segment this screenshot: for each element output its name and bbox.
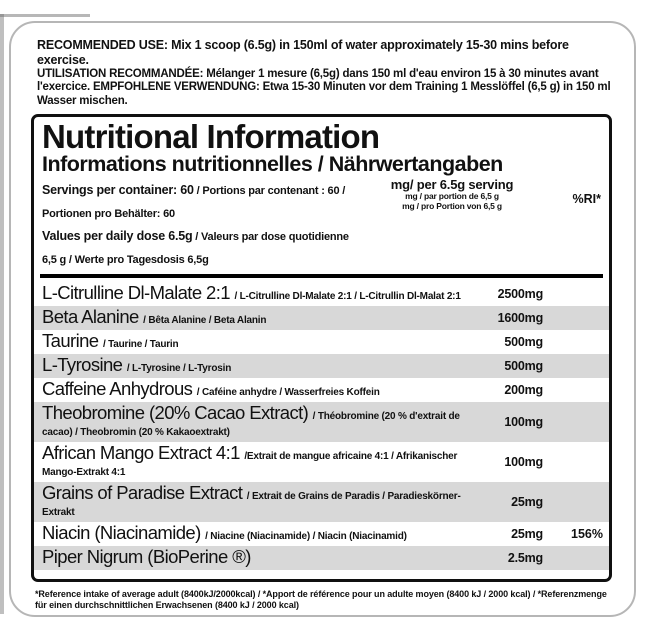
amount-value: 25mg <box>511 494 543 509</box>
ingredient-translations: / Théobromine (20 % d'extrait de cacao) … <box>42 410 460 438</box>
amount-value: 200mg <box>504 382 543 397</box>
amount-value: 2500mg <box>497 286 544 301</box>
recommended-use-fr-de: UTILISATION RECOMMANDÉE: Mélanger 1 mesu… <box>37 67 611 107</box>
recommended-use-en: RECOMMENDED USE: Mix 1 scoop (6.5g) in 1… <box>37 38 569 67</box>
ingredient-name: Piper Nigrum (BioPerine ®) <box>42 545 251 567</box>
ingredient-row: L-Citrulline Dl-Malate 2:1 / L-Citrullin… <box>34 282 609 306</box>
photo-edge-left <box>0 14 4 614</box>
ingredient-table: L-Citrulline Dl-Malate 2:1 / L-Citrullin… <box>34 282 609 570</box>
ingredient-row: Caffeine Anhydrous / Caféine anhydre / W… <box>34 378 609 402</box>
ingredient-row: Theobromine (20% Cacao Extract) / Théobr… <box>34 401 609 442</box>
ingredient-translations: / Niacine (Niacinamide) / Niacin (Niacin… <box>205 530 407 542</box>
amount-column-header: mg/ per 6.5g serving mg / par portion de… <box>363 176 541 212</box>
panel-header: Servings per container: 60 / Portions pa… <box>42 176 603 271</box>
ingredient-name: L-Tyrosine <box>42 353 123 375</box>
amount-value: 2.5mg <box>507 550 543 565</box>
ingredient-row: Taurine / Taurine / Taurin 500mg <box>34 330 609 354</box>
amount-value: 1600mg <box>497 310 544 325</box>
panel-title-fr-de: Informations nutritionnelles / Nährwerta… <box>42 152 503 177</box>
amount-value: 500mg <box>504 334 543 349</box>
ingredient-name: Beta Alanine <box>42 305 139 327</box>
reference-intake-footnote: *Reference intake of average adult (8400… <box>35 588 607 610</box>
header-divider <box>40 273 603 278</box>
values-en: Values per daily dose 6.5g <box>42 229 193 244</box>
ingredient-name: Taurine <box>42 329 99 351</box>
amount-value: 100mg <box>504 414 543 429</box>
recommended-use-block: RECOMMENDED USE: Mix 1 scoop (6.5g) in 1… <box>37 38 612 108</box>
ingredient-name: Theobromine (20% Cacao Extract) <box>42 401 309 423</box>
ingredient-translations: / Caféine anhydre / Wasserfreies Koffein <box>196 386 380 398</box>
serving-info: Servings per container: 60 / Portions pa… <box>42 178 363 271</box>
servings-fr-de: / Portions par contenant : 60 / Portione… <box>42 184 346 220</box>
ingredient-row: Piper Nigrum (BioPerine ®) 2.5mg <box>34 545 609 570</box>
ri-value: 156% <box>571 526 603 541</box>
ingredient-translations: / Taurine / Taurin <box>102 338 179 350</box>
ri-column-header: %RI* <box>572 191 601 206</box>
ingredient-name: Niacin (Niacinamide) <box>42 521 201 543</box>
ingredient-translations: / L-Citrulline Dl-Malate 2:1 / L-Citrull… <box>234 290 461 302</box>
ingredient-translations: / Bêta Alanine / Beta Alanin <box>143 314 267 326</box>
ingredient-translations: / L-Tyrosine / L-Tyrosin <box>126 362 232 374</box>
panel-title-en: Nutritional Information <box>42 118 380 156</box>
amount-value: 100mg <box>504 454 543 469</box>
ingredient-row: African Mango Extract 4:1 /Extrait de ma… <box>34 442 609 482</box>
amount-value: 25mg <box>511 526 543 541</box>
amount-header-en: mg/ per 6.5g serving <box>390 176 514 192</box>
ingredient-name: L-Citrulline Dl-Malate 2:1 <box>42 281 231 303</box>
photo-edge-top <box>0 14 90 17</box>
ingredient-row: Grains of Paradise Extract / Extrait de … <box>34 481 609 522</box>
servings-en: Servings per container: 60 <box>42 182 194 197</box>
values-per-dose: Values per daily dose 6.5g / Valeurs par… <box>42 224 363 270</box>
ingredient-translations: / Extrait de Grains de Paradis / Paradie… <box>42 490 461 518</box>
amount-value: 500mg <box>504 358 543 373</box>
ingredient-name: Caffeine Anhydrous <box>42 377 193 399</box>
ingredient-row: L-Tyrosine / L-Tyrosine / L-Tyrosin 500m… <box>34 353 609 378</box>
servings-per-container: Servings per container: 60 / Portions pa… <box>42 178 363 224</box>
ingredient-name: African Mango Extract 4:1 <box>42 441 240 463</box>
ingredient-row: Beta Alanine / Bêta Alanine / Beta Alani… <box>34 305 609 330</box>
ingredient-row: Niacin (Niacinamide) / Niacine (Niacinam… <box>34 522 609 546</box>
values-fr-de: / Valeurs par dose quotidienne 6,5 g / W… <box>42 231 349 267</box>
ingredient-translations: /Extrait de mangue africaine 4:1 / Afrik… <box>42 450 458 478</box>
amount-header-de: mg / pro Portion von 6,5 g <box>402 200 502 211</box>
ingredient-name: Grains of Paradise Extract <box>42 481 243 503</box>
supplement-label: RECOMMENDED USE: Mix 1 scoop (6.5g) in 1… <box>9 21 636 617</box>
amount-header-fr: mg / par portion de 6,5 g <box>405 191 499 202</box>
nutrition-panel: Nutritional Information Informations nut… <box>31 114 612 582</box>
